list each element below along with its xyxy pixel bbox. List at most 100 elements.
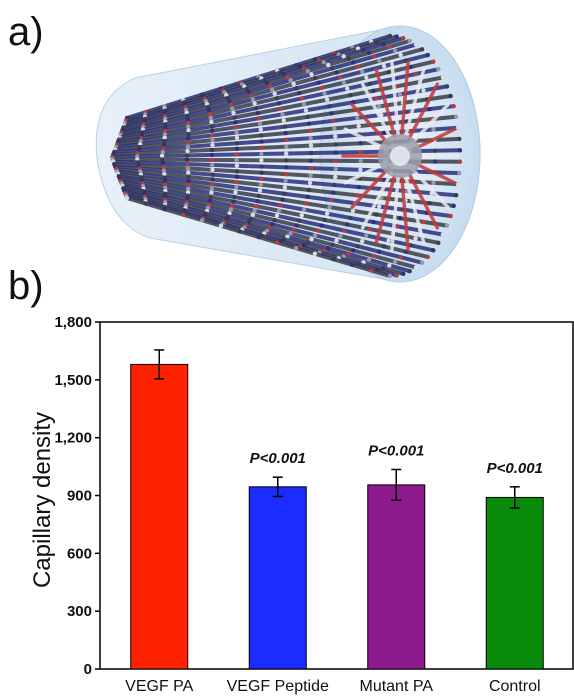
atom-dot — [185, 190, 191, 195]
atom-dot — [234, 163, 240, 168]
atom-dot — [186, 136, 191, 141]
atom-dot — [210, 137, 215, 143]
atom-dot — [209, 124, 215, 129]
atom-dot — [408, 64, 414, 70]
atom-dot — [278, 106, 284, 111]
face-spoke — [409, 166, 450, 210]
significance-label: P<0.001 — [250, 450, 306, 467]
atom-dot — [321, 60, 327, 65]
atom-dot — [398, 254, 403, 260]
atom-dot — [283, 151, 289, 156]
atom-dot — [272, 91, 277, 96]
atom-dot — [230, 106, 235, 111]
atom-dot — [348, 215, 353, 221]
atom-dot — [185, 117, 190, 122]
atom-dot — [371, 88, 376, 93]
atom-dot — [283, 178, 288, 184]
atom-dot — [207, 111, 213, 117]
atom-dot — [392, 259, 398, 264]
atom-dot — [367, 226, 373, 232]
atom-dot — [387, 44, 392, 50]
atom-dot — [419, 47, 425, 52]
atom-dot — [294, 223, 299, 228]
atom-dot — [360, 239, 365, 244]
atom-dot — [366, 50, 372, 56]
atom-dot — [307, 180, 313, 186]
atom-dot — [162, 206, 167, 212]
atom-dot — [457, 148, 463, 153]
atom-dot — [206, 108, 212, 113]
atom-dot — [209, 190, 214, 196]
bar — [248, 486, 307, 670]
atom-dot — [303, 108, 309, 113]
atom-dot — [306, 121, 312, 126]
atom-dot — [431, 59, 436, 64]
atom-dot — [283, 130, 288, 136]
atom-dot — [358, 167, 363, 173]
atom-dot — [186, 178, 191, 184]
atom-dot — [205, 104, 211, 110]
atom-dot — [257, 188, 263, 193]
atom-dot — [206, 202, 212, 207]
atom-dot — [185, 193, 190, 199]
atom-dot — [341, 54, 346, 59]
atom-dot — [232, 194, 237, 200]
atom-dot — [451, 203, 456, 209]
atom-dot — [281, 191, 287, 196]
atom-dot — [341, 80, 347, 85]
atom-dot — [358, 149, 363, 155]
atom-dot — [427, 106, 432, 112]
face-spoke — [360, 82, 394, 142]
atom-dot — [413, 236, 418, 241]
atom-dot — [448, 213, 453, 219]
atom-dot — [252, 208, 257, 213]
atom-dot — [184, 153, 190, 158]
atom-dot — [234, 152, 239, 157]
atom-dot — [210, 133, 215, 138]
atom-dot — [162, 175, 167, 180]
face-spoke — [350, 166, 391, 210]
atom-dot — [432, 159, 438, 164]
atom-dot — [280, 197, 285, 202]
atom-dot — [237, 229, 242, 234]
atom-dot — [208, 115, 213, 121]
atom-dot — [386, 238, 391, 243]
atom-dot — [161, 168, 167, 173]
atom-dot — [407, 268, 412, 274]
atom-dot — [319, 85, 324, 91]
atom-dot — [364, 233, 369, 238]
atom-dot — [161, 146, 166, 151]
atom-dot — [275, 240, 280, 245]
atom-dot — [444, 84, 450, 89]
atom-dot — [308, 165, 314, 171]
atom-dot — [208, 194, 213, 200]
panel-b-label: b) — [8, 264, 44, 308]
atom-dot — [375, 40, 380, 45]
atom-dot — [427, 201, 432, 206]
face-spoke — [403, 67, 426, 138]
atom-dot — [185, 148, 190, 154]
atom-dot — [305, 114, 310, 120]
atom-dot — [305, 240, 310, 245]
atom-dot — [259, 170, 264, 175]
atom-dot — [209, 186, 215, 191]
atom-dot — [258, 127, 263, 132]
face-spoke — [403, 174, 426, 245]
atom-dot — [432, 148, 438, 153]
atom-dot — [401, 271, 406, 277]
x-category-label: Control — [489, 678, 541, 695]
atom-dot — [330, 242, 335, 248]
atom-dot — [345, 86, 350, 91]
atom-dot — [367, 81, 373, 86]
atom-dot — [210, 172, 215, 177]
atom-dot — [319, 223, 324, 228]
atom-dot — [398, 52, 403, 58]
atom-dot — [234, 169, 240, 174]
atom-dot — [276, 208, 282, 213]
atom-dot — [333, 174, 338, 180]
atom-dot — [338, 233, 343, 239]
atom-dot — [162, 139, 167, 144]
atom-dot — [160, 161, 165, 166]
atom-dot — [364, 75, 369, 80]
atom-dot — [274, 96, 280, 101]
